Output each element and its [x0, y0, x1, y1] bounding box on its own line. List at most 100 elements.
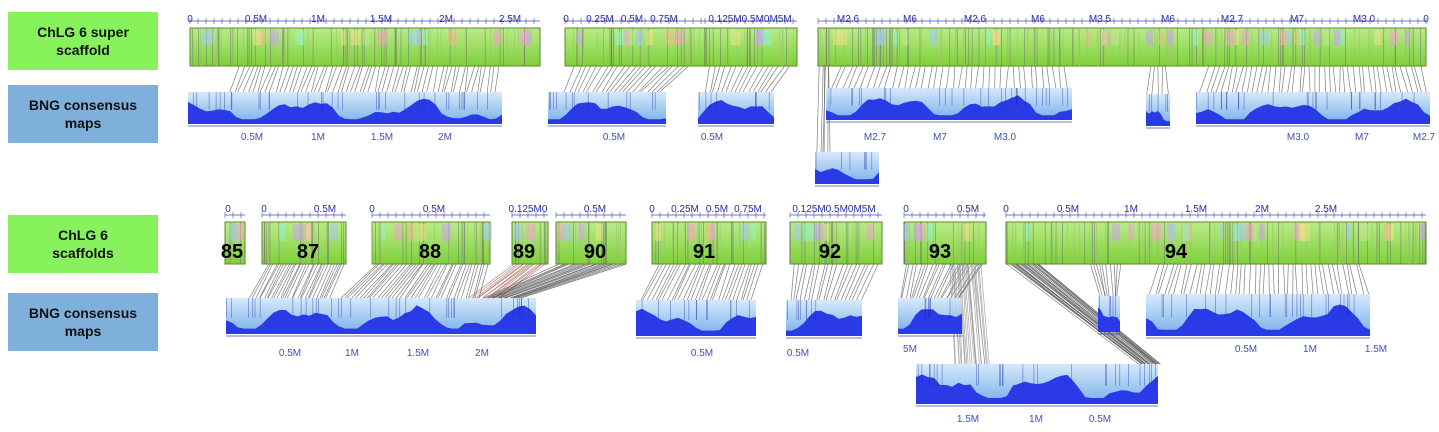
top-align-0-line: [327, 65, 338, 93]
bottom-align-93-line: [928, 263, 944, 299]
bottom-align-87-line: [323, 263, 341, 299]
top-align-3-line: [933, 65, 938, 91]
top-align-0-line: [300, 65, 313, 93]
super-scaffold-block-3-tint: [1225, 30, 1236, 46]
bottom-align-88-line: [418, 263, 439, 299]
bottom-align-94c-line: [1255, 263, 1257, 295]
super-scaffold-block-1-tint: [615, 30, 626, 46]
top-align-3: [830, 65, 1068, 91]
super-scaffold-block-1-tint: [576, 30, 582, 46]
scaffold-block-90-tint: [558, 224, 566, 241]
scaffold-block-91-tint: [751, 224, 756, 241]
super-scaffold-tick: 0.5M: [245, 14, 267, 25]
scaffold-block-88-tint: [483, 224, 493, 241]
bottom-align-91-line: [721, 263, 736, 301]
bottom-align-88-line: [351, 263, 385, 299]
bottom-align-94c-line: [1294, 263, 1298, 295]
top-align-1-line: [569, 65, 583, 93]
top-align-0-line: [268, 65, 280, 93]
bottom-bng-tick: 0.5M: [1235, 344, 1257, 355]
top-align-0-line: [362, 65, 373, 93]
bottom-align-88-line: [424, 263, 442, 299]
bottom-align-94c-line: [1310, 263, 1314, 295]
tick-labels: 0 0.5M 1M 1.5M 2M 2.5M 0 0.25M 0.5M 0.75M 0.125M0.…: [187, 14, 1435, 425]
bottom-align-88-line: [453, 263, 467, 299]
bottom-align-88-line: [399, 263, 424, 299]
bottom-align-89-line: [477, 263, 525, 299]
top-align-2-line: [725, 65, 737, 93]
top-align-0-line: [257, 65, 266, 93]
top-align-3-line: [920, 65, 926, 91]
top-align-0-line: [490, 65, 495, 93]
scaffold-tick: 0.125M0.5M0M5M: [792, 204, 875, 215]
top-bng-tick: 0.5M: [701, 132, 723, 143]
scaffold-number-92: 92: [819, 241, 841, 263]
bottom-align-94c-line: [1268, 263, 1270, 295]
bottom-align-94c-line: [1336, 263, 1343, 295]
top-align-0-line: [252, 65, 262, 93]
top-align-0-line: [297, 65, 308, 93]
super-scaffold-block-3: [817, 18, 1427, 67]
top-align-3-line: [964, 65, 968, 91]
bottom-bng-label: BNG consensus maps: [8, 293, 158, 351]
bottom-align-88-line: [478, 263, 489, 299]
bottom-bng-map-1-coverage: [636, 308, 756, 336]
scaffold-block-94-tint: [1017, 224, 1023, 241]
top-align-3-line: [834, 65, 846, 91]
scaffold-block-91-tint: [705, 224, 714, 241]
bottom-align-87-line: [276, 263, 295, 299]
top-align-2-line: [730, 65, 744, 93]
bottom-align-94c-line: [1238, 263, 1242, 295]
bottom-align-87-line: [308, 263, 326, 299]
super-scaffold-block-3-tint: [1282, 30, 1292, 46]
top-bng-map-2: [698, 92, 774, 127]
top-align-4-line: [820, 65, 824, 153]
bottom-bng-tick: 0.5M: [691, 348, 713, 359]
bottom-align-94c-line: [1195, 263, 1203, 295]
scaffold-block-89-tint: [513, 224, 522, 241]
bottom-align-90-line: [501, 263, 591, 299]
super-scaffold-block-3-tint: [1279, 30, 1287, 46]
bottom-align-94a-line: [1022, 263, 1148, 365]
bottom-align-90-line: [504, 263, 598, 299]
scaffold-block-92-tint: [803, 224, 814, 241]
scaffold-block-87-tint: [279, 224, 286, 241]
bottom-align-93-line: [940, 263, 960, 299]
bottom-align-94c-line: [1230, 263, 1235, 295]
top-align-1-line: [609, 65, 631, 93]
scaffold-block-88: [371, 212, 493, 265]
top-bng-tick: 1M: [311, 132, 325, 143]
bottom-align-94c-line: [1346, 263, 1353, 295]
top-align-3-line: [1023, 65, 1027, 91]
super-scaffold-block-0-tint: [258, 30, 267, 46]
bottom-align-92-line: [823, 263, 833, 301]
bottom-align-94b: [1090, 263, 1122, 297]
bottom-align-88-line: [388, 263, 417, 299]
bottom-align-89-line: [482, 263, 530, 299]
bottom-align-87-line: [259, 263, 278, 299]
top-align-5-line: [1164, 65, 1169, 95]
bottom-align-92: [790, 263, 879, 301]
top-align-3-line: [865, 65, 876, 91]
bottom-align-90-line: [515, 263, 619, 299]
scaffold-tick: 0.125M0: [509, 204, 548, 215]
super-scaffold-block-3-tint: [1145, 30, 1153, 46]
bottom-align-94c-line: [1168, 263, 1179, 295]
top-align-6-line: [1299, 65, 1302, 95]
bottom-align-91-line: [640, 263, 660, 301]
bottom-align-91-line: [718, 263, 731, 301]
top-align-0-line: [276, 65, 284, 93]
top-align-0-line: [359, 65, 370, 93]
top-align-0-line: [400, 65, 408, 93]
bottom-align-93b-line: [977, 263, 987, 365]
scaffold-block-94-tint: [1233, 224, 1241, 241]
top-align-0-line: [284, 65, 294, 93]
bottom-align-91-line: [701, 263, 719, 301]
super-scaffold-block-1-tint: [624, 30, 629, 46]
top-align-3-line: [877, 65, 888, 91]
super-scaffold-block-0-tint: [350, 30, 361, 46]
bottom-align-87-line: [301, 263, 319, 299]
super-scaffold-block-1-tint: [666, 30, 676, 46]
bottom-align-92-line: [803, 263, 814, 301]
bottom-align-87-line: [271, 263, 290, 299]
